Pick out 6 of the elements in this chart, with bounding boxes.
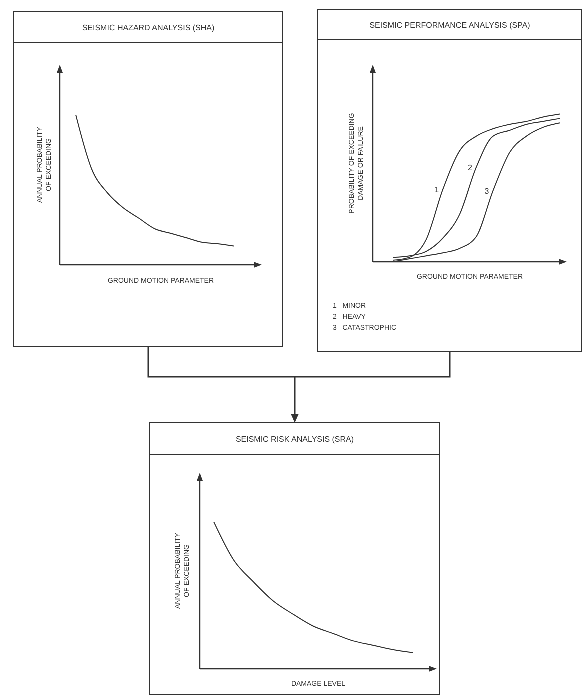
series-label: 3 bbox=[484, 187, 490, 196]
chart-title: SEISMIC PERFORMANCE ANALYSIS (SPA) bbox=[370, 21, 531, 30]
series-label: 1 bbox=[434, 186, 440, 195]
chart-title: SEISMIC RISK ANALYSIS (SRA) bbox=[236, 435, 354, 444]
series-label: 2 bbox=[468, 163, 474, 172]
chart-title: SEISMIC HAZARD ANALYSIS (SHA) bbox=[82, 24, 215, 32]
